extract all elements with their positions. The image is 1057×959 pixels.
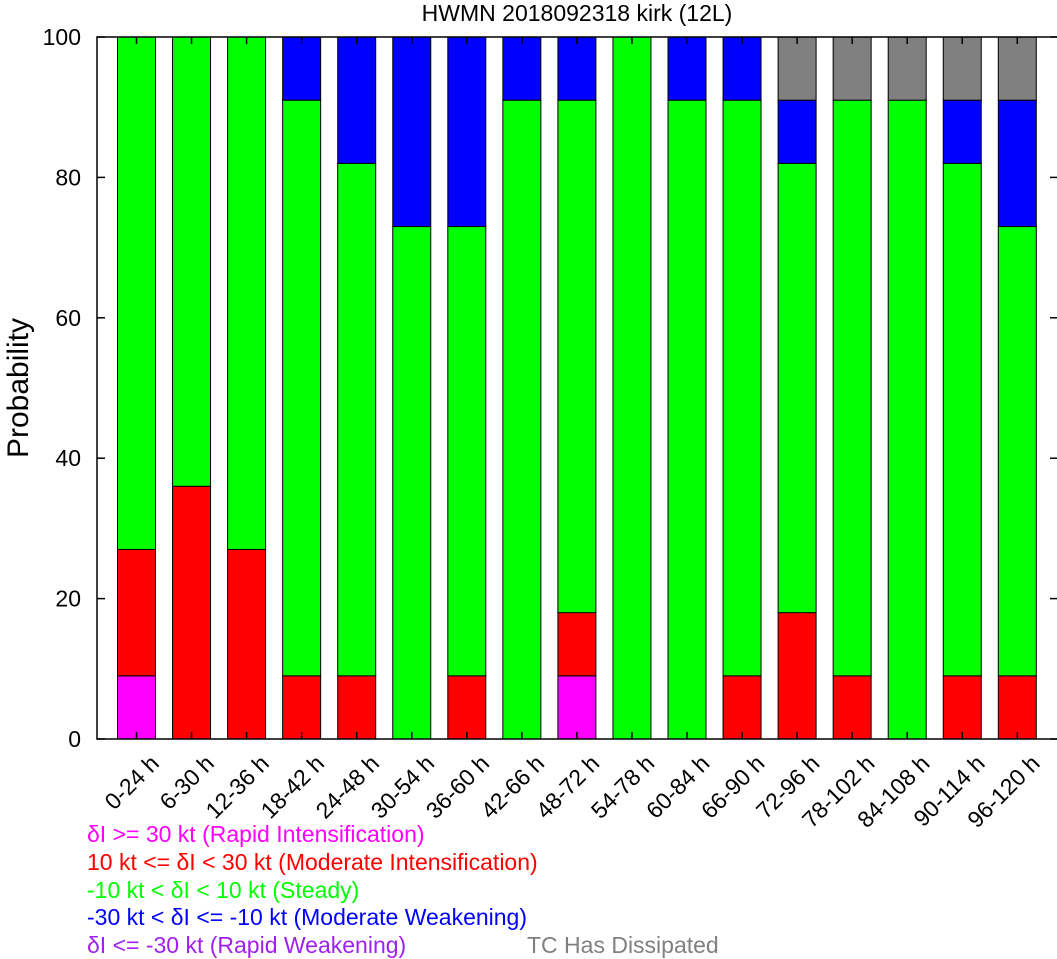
bar-segment-66-90h-s1 <box>722 675 762 740</box>
bar-segment-48-72h-s3 <box>557 36 597 101</box>
bar-segment-90-114h-s3 <box>942 99 982 164</box>
bar-segment-36-60h-s3 <box>447 36 487 228</box>
bar-segment-84-108h-s5 <box>887 36 927 101</box>
bar-segment-96-120h-s3 <box>997 99 1037 228</box>
y-axis-label: Probability <box>2 318 35 458</box>
x-tick-label-0-24h: 0-24 h <box>99 750 164 815</box>
bar-segment-24-48h-s3 <box>337 36 377 164</box>
legend-entry-2: -10 kt < δI < 10 kt (Steady) <box>87 877 360 903</box>
bar-segment-18-42h-s3 <box>282 36 322 101</box>
bar-segment-36-60h-s2 <box>447 226 487 677</box>
plot-frame <box>96 36 1057 740</box>
bar-segment-60-84h-s2 <box>667 99 707 740</box>
y-tick-label-100: 100 <box>43 24 81 50</box>
bar-segment-12-36h-s2 <box>227 36 267 550</box>
bar-segment-90-114h-s5 <box>942 36 982 101</box>
legend-entry-4: δI <= -30 kt (Rapid Weakening) <box>87 932 407 958</box>
bar-segment-24-48h-s2 <box>337 162 377 677</box>
legend-entry-1: 10 kt <= δI < 30 kt (Moderate Intensific… <box>87 849 538 875</box>
y-tick-label-60: 60 <box>55 305 81 331</box>
legend-entry-5: TC Has Dissipated <box>527 932 719 958</box>
bar-segment-72-96h-s3 <box>777 99 817 164</box>
bar-segment-72-96h-s2 <box>777 162 817 614</box>
bar-segment-30-54h-s2 <box>392 226 432 740</box>
bar-segment-60-84h-s3 <box>667 36 707 101</box>
legend-entry-0: δI >= 30 kt (Rapid Intensification) <box>87 821 425 847</box>
bar-segment-48-72h-s0 <box>557 675 597 740</box>
legend-entry-3: -30 kt < δI <= -10 kt (Moderate Weakenin… <box>87 904 528 930</box>
y-tick-label-80: 80 <box>55 164 81 190</box>
bar-segment-48-72h-s1 <box>557 612 597 677</box>
bar-segment-12-36h-s1 <box>227 548 267 740</box>
y-axis-ticks: 0 20 40 60 80 100 <box>43 24 1057 752</box>
bar-segment-72-96h-s5 <box>777 36 817 101</box>
bar-segment-0-24h-s1 <box>117 548 156 677</box>
bar-segment-96-120h-s2 <box>997 226 1037 677</box>
bar-segment-72-96h-s1 <box>777 612 817 740</box>
bar-segment-78-102h-s1 <box>832 675 872 740</box>
bar-segment-18-42h-s1 <box>282 675 322 740</box>
bar-segment-78-102h-s2 <box>832 99 872 677</box>
bar-segment-42-66h-s2 <box>502 99 542 740</box>
bar-segment-66-90h-s3 <box>722 36 762 101</box>
bar-segment-42-66h-s3 <box>502 36 542 101</box>
bar-segment-36-60h-s1 <box>447 675 487 740</box>
bar-segment-78-102h-s5 <box>832 36 872 101</box>
y-tick-label-40: 40 <box>55 445 81 471</box>
bar-segment-90-114h-s2 <box>942 162 982 677</box>
bar-segment-48-72h-s2 <box>557 99 597 614</box>
bar-segment-84-108h-s2 <box>887 99 927 740</box>
bar-segment-96-120h-s5 <box>997 36 1037 101</box>
bars-layer <box>117 36 1037 740</box>
bar-segment-54-78h-s2 <box>612 36 652 740</box>
bar-segment-6-30h-s1 <box>172 485 212 740</box>
bar-segment-18-42h-s2 <box>282 99 322 677</box>
bar-segment-0-24h-s0 <box>117 675 156 740</box>
bar-segment-96-120h-s1 <box>997 675 1037 740</box>
bar-segment-66-90h-s2 <box>722 99 762 677</box>
y-tick-label-20: 20 <box>55 586 81 612</box>
bar-segment-0-24h-s2 <box>117 36 156 550</box>
bar-segment-6-30h-s2 <box>172 36 212 487</box>
bar-segment-30-54h-s3 <box>392 36 432 228</box>
chart-title: HWMN 2018092318 kirk (12L) <box>422 0 733 26</box>
y-tick-label-0: 0 <box>68 726 81 752</box>
bar-segment-24-48h-s1 <box>337 675 377 740</box>
bar-segment-90-114h-s1 <box>942 675 982 740</box>
